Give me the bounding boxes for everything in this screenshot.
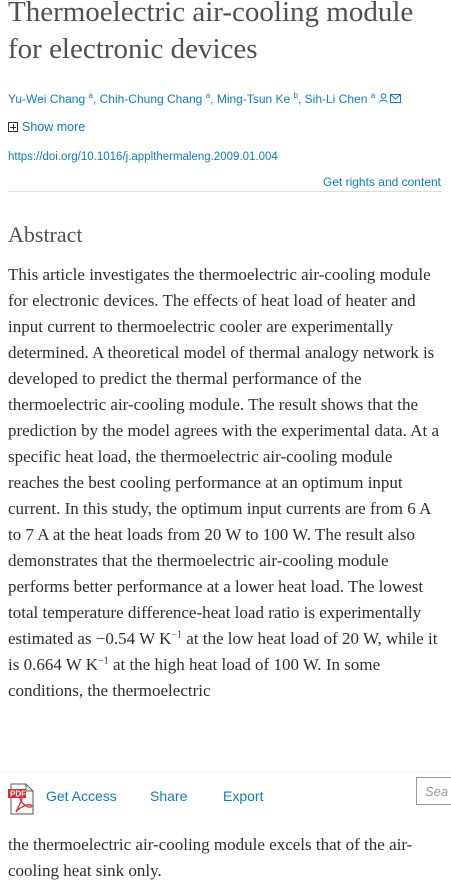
abstract-segment: at the high heat load of 100 W. In some … <box>8 655 381 700</box>
share-button[interactable]: Share <box>150 788 188 804</box>
doi-link[interactable]: https://doi.org/10.1016/j.applthermaleng… <box>8 151 278 163</box>
article-title: Thermoelectric air-cooling module for el… <box>8 0 414 65</box>
envelope-icon[interactable] <box>390 94 402 106</box>
affiliation-sup: b <box>293 91 298 100</box>
affiliation-sup: a <box>88 91 93 100</box>
author-link[interactable]: Ming-Tsun Ke b <box>216 91 298 106</box>
divider <box>8 191 441 192</box>
author-link[interactable]: Chih-Chung Chang a <box>99 91 211 106</box>
export-button[interactable]: Export <box>223 788 264 804</box>
show-more-button[interactable]: Show more <box>8 120 85 134</box>
person-icon[interactable] <box>378 93 391 106</box>
author-name: Chih-Chung Chang <box>99 92 203 106</box>
svg-text:PDF: PDF <box>10 790 26 799</box>
abstract-segment: at the low heat load of 20 W, while it i… <box>8 629 438 674</box>
clipped-text-strip <box>0 822 451 830</box>
author-name: Sih-Li Chen <box>304 92 368 106</box>
rights-link[interactable]: Get rights and content <box>322 175 441 189</box>
pdf-icon[interactable]: PDF <box>7 783 37 815</box>
author-link[interactable]: Sih-Li Chen a <box>304 91 376 106</box>
affiliation-sup: a <box>370 91 376 100</box>
search-input[interactable]: Sea <box>416 777 451 805</box>
author-list: Yu-Wei Chang a, Chih-Chung Chang a, Ming… <box>8 91 448 106</box>
unit-exponent: −1 <box>171 629 182 641</box>
author-name: Ming-Tsun Ke <box>216 92 291 106</box>
author-link[interactable]: Yu-Wei Chang a <box>8 91 93 106</box>
abstract-heading: Abstract <box>8 222 83 247</box>
show-more-label: Show more <box>22 120 86 134</box>
author-name: Yu-Wei Chang <box>8 92 86 106</box>
get-access-button[interactable]: Get Access <box>46 788 117 804</box>
plus-icon <box>8 122 18 132</box>
unit-exponent: −1 <box>98 655 109 667</box>
abstract-tail: the thermoelectric air-cooling module ex… <box>8 835 413 880</box>
abstract-text: This article investigates the thermoelec… <box>8 262 444 704</box>
affiliation-sup: a <box>205 91 211 100</box>
abstract-segment: This article investigates the thermoelec… <box>8 265 439 648</box>
